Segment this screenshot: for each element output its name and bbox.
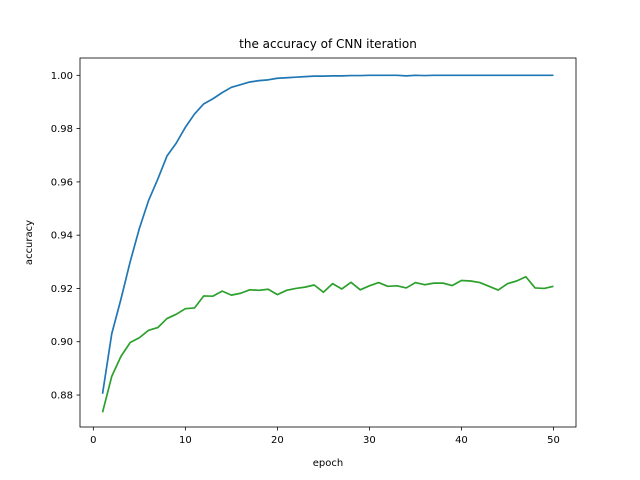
plot-series	[101, 74, 554, 413]
chart-title: the accuracy of CNN iteration	[239, 37, 417, 51]
x-tick-label: 10	[179, 435, 192, 446]
x-tick-label: 20	[271, 435, 284, 446]
plot-frame	[79, 57, 577, 428]
y-tick-label: 0.88	[51, 391, 73, 402]
x-tick-label: 40	[455, 435, 468, 446]
series-line-2	[101, 275, 554, 413]
y-tick-label: 0.96	[51, 177, 73, 188]
y-axis-label: accuracy	[24, 220, 35, 265]
x-axis: 0 10 20 30 40 50	[90, 427, 560, 446]
x-tick-label: 30	[363, 435, 376, 446]
y-tick-label: 0.90	[51, 337, 73, 348]
x-tick-label: 50	[547, 435, 560, 446]
y-tick-label: 0.94	[51, 231, 73, 242]
x-axis-label: epoch	[313, 458, 343, 469]
y-tick-label: 0.98	[51, 124, 73, 135]
y-axis: 0.88 0.90 0.92 0.94 0.96 0.98 1.00	[51, 71, 80, 402]
y-tick-label: 0.92	[51, 284, 73, 295]
series-line-1	[101, 74, 554, 394]
x-tick-label: 0	[90, 435, 96, 446]
y-tick-label: 1.00	[51, 71, 73, 82]
